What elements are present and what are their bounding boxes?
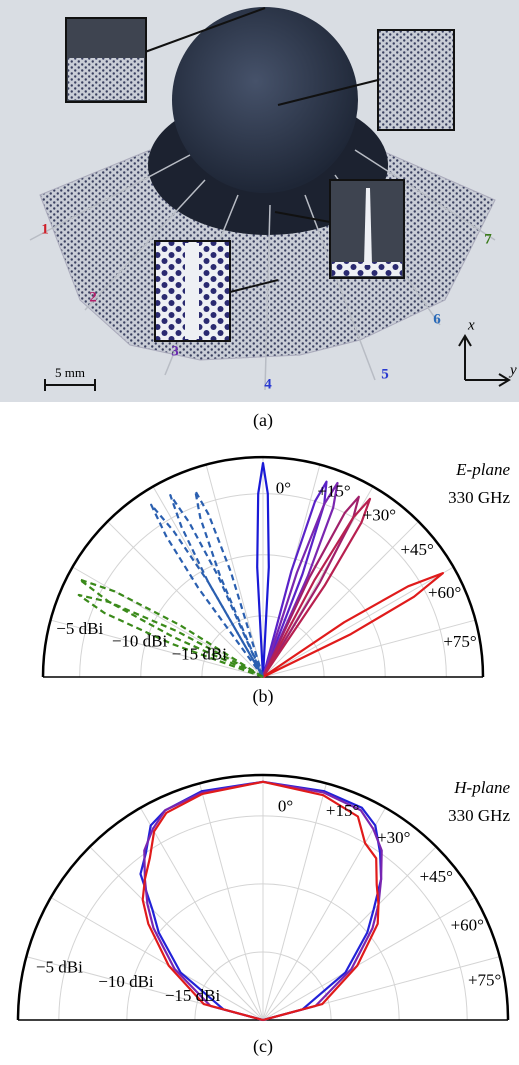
theta-tick-label: 0° xyxy=(278,797,293,816)
panel-caption: (a) xyxy=(253,410,273,431)
lens-sphere xyxy=(172,7,358,193)
axis-x-label: x xyxy=(467,317,475,333)
feed-number: 4 xyxy=(264,376,272,392)
grid-spoke xyxy=(263,847,436,1020)
photo-panel: 5 mm x y 1 2 3 4 5 6 7 xyxy=(0,0,519,402)
scale-label: 5 mm xyxy=(55,365,85,380)
feed-number: 1 xyxy=(41,221,49,237)
annotation: H-plane xyxy=(453,778,510,797)
theta-tick-label: +60° xyxy=(428,583,461,602)
theta-tick-label: +75° xyxy=(443,632,476,651)
feed-number: 3 xyxy=(171,343,179,359)
theta-tick-label: +15° xyxy=(317,482,350,501)
r-tick-label: −15 dBi xyxy=(165,986,221,1005)
theta-tick-label: +60° xyxy=(451,916,484,935)
theta-tick-label: +75° xyxy=(468,971,501,990)
plots: (a)(b)(c)0°+15°+30°+45°+60°+75°−5 dBi−10… xyxy=(0,402,519,1065)
grid-spoke xyxy=(263,898,475,1021)
feed-number: 5 xyxy=(381,366,389,382)
axis-y-label: y xyxy=(508,362,517,378)
feed-number: 6 xyxy=(433,311,441,327)
theta-tick-label: 0° xyxy=(276,479,291,498)
grid-spoke xyxy=(200,783,263,1020)
annotation: 330 GHz xyxy=(448,488,510,507)
theta-tick-label: +15° xyxy=(326,801,359,820)
theta-tick-label: +45° xyxy=(400,540,433,559)
r-tick-label: −5 dBi xyxy=(36,958,83,977)
inset-top-pattern xyxy=(68,58,144,100)
theta-tick-label: +45° xyxy=(420,867,453,886)
annotation: 330 GHz xyxy=(448,806,510,825)
annotation: E-plane xyxy=(455,460,510,479)
grid-spoke xyxy=(263,783,326,1020)
r-tick-label: −5 dBi xyxy=(56,619,103,638)
panel-caption: (c) xyxy=(253,1036,273,1057)
theta-tick-label: +30° xyxy=(377,828,410,847)
figure: 5 mm x y 1234567 (a)(b)(c)0°+15°+30°+45°… xyxy=(0,0,519,1065)
r-tick-label: −10 dBi xyxy=(112,632,168,651)
grid-spoke xyxy=(263,521,419,677)
grid-spoke xyxy=(263,808,386,1020)
r-tick-label: −15 dBi xyxy=(172,644,228,663)
panel-caption: (b) xyxy=(253,686,274,707)
inset-array-gap xyxy=(185,243,199,339)
feed-number: 2 xyxy=(89,289,97,305)
theta-tick-label: +30° xyxy=(363,505,396,524)
feed-number: 7 xyxy=(484,231,492,247)
inset-sphere xyxy=(378,30,454,130)
r-tick-label: −10 dBi xyxy=(98,972,154,991)
